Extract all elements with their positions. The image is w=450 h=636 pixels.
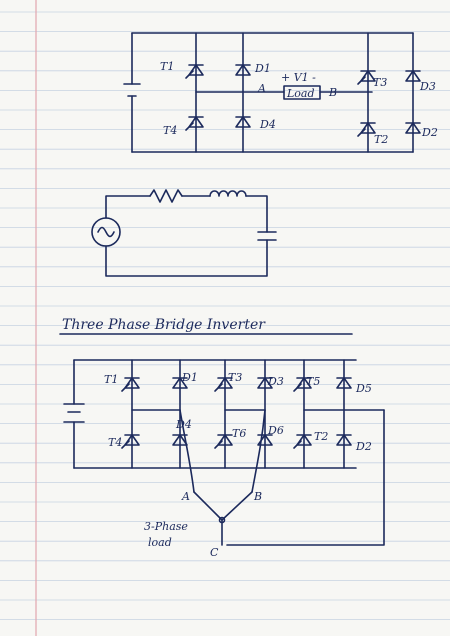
label-t2: T2 <box>374 133 388 146</box>
label-t1: T1 <box>104 373 118 386</box>
label-d2: D2 <box>355 440 372 453</box>
d2-inductor <box>209 190 247 197</box>
d2-wire-bottom <box>105 239 268 277</box>
three-phase-title: Three Phase Bridge Inverter <box>62 317 266 333</box>
d2-wire-top-left <box>105 195 151 219</box>
label-d1: D1 <box>254 62 271 75</box>
label-d1: D1 <box>181 371 198 384</box>
diode-d3 <box>257 377 273 389</box>
ruled-lines <box>0 11 450 620</box>
d2-wire-top-right <box>245 195 268 233</box>
thyristor-t2 <box>293 434 312 449</box>
diode-d6 <box>257 434 273 446</box>
label-t4: T4 <box>108 436 122 449</box>
label-t3: T3 <box>228 371 242 384</box>
rlc-circuit-diagram <box>91 189 277 277</box>
d2-capacitor <box>257 231 277 241</box>
thyristor-t3 <box>214 377 233 392</box>
d3-phase-b-wire <box>251 409 266 493</box>
thyristor-t1 <box>185 64 204 79</box>
label-d3: D3 <box>267 375 284 388</box>
d2-ac-source <box>91 217 121 247</box>
label-node-a: A <box>181 490 190 503</box>
diode-d1 <box>172 377 188 389</box>
label-t4: T4 <box>163 124 177 137</box>
d1-battery <box>123 83 141 97</box>
label-load-line2: load <box>148 536 172 549</box>
thyristor-t4 <box>185 116 204 131</box>
label-d4: D4 <box>175 418 192 431</box>
d3-battery <box>63 403 85 423</box>
diode-d5 <box>336 377 352 389</box>
diode-d4 <box>235 116 251 128</box>
d3-phase-c-wire <box>226 409 385 546</box>
label-t1: T1 <box>160 60 174 73</box>
diode-d2 <box>336 434 352 446</box>
single-phase-bridge-diagram: T1 D1 T4 D4 T3 D3 T2 D2 A B Load + V1 - <box>123 32 438 153</box>
label-d6: D6 <box>267 424 284 437</box>
d3-leg1 <box>131 359 181 469</box>
diode-d2 <box>405 122 421 134</box>
thyristor-t3 <box>357 70 376 85</box>
diode-d4 <box>172 434 188 446</box>
label-t3: T3 <box>373 76 387 89</box>
diode-d3 <box>405 70 421 82</box>
label-d4: D4 <box>259 118 276 131</box>
d3-load-star <box>193 491 253 521</box>
thyristor-t5 <box>293 377 312 392</box>
label-t2: T2 <box>314 430 328 443</box>
label-load-line1: 3-Phase <box>144 520 188 533</box>
label-d5: D5 <box>355 382 372 395</box>
diode-d1 <box>235 64 251 76</box>
label-t5: T5 <box>306 375 320 388</box>
label-v1: + V1 - <box>281 71 316 84</box>
d2-resistor <box>149 189 183 203</box>
label-node-b: B <box>328 86 337 99</box>
label-node-a: A <box>257 82 266 95</box>
label-load: Load <box>286 87 315 100</box>
d3-load-neutral <box>218 516 226 524</box>
label-t6: T6 <box>232 427 246 440</box>
d3-phase-a-wire <box>179 409 195 493</box>
thyristor-t6 <box>214 434 233 449</box>
label-d3: D3 <box>419 80 436 93</box>
three-phase-bridge-diagram: T1 D1 T3 D3 T5 D5 T4 D4 T6 D6 T2 D2 A B … <box>63 359 385 559</box>
thyristor-t4 <box>121 434 140 449</box>
label-node-b: B <box>253 490 262 503</box>
label-node-c: C <box>210 546 219 559</box>
thyristor-t2 <box>357 122 376 137</box>
label-d2: D2 <box>421 126 438 139</box>
d2-ac-wave <box>97 226 115 238</box>
thyristor-t1 <box>121 377 140 392</box>
